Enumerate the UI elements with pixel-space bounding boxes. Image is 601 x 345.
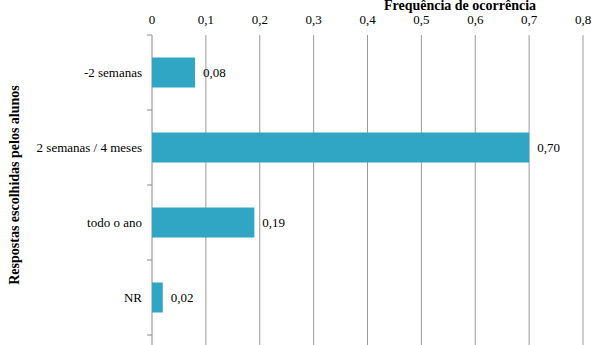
category-tick	[147, 110, 152, 111]
axis-title: Respostas escolhidas pelos alunos	[7, 85, 22, 285]
category-label: 2 semanas / 4 meses	[37, 140, 142, 155]
tick-label: 0,1	[198, 12, 214, 27]
category-label: todo o ano	[87, 215, 142, 230]
tick-label: 0	[149, 12, 156, 27]
tick-label: 0,5	[413, 12, 429, 27]
grid-line	[259, 35, 260, 345]
title: Frequência de ocorrência	[384, 0, 536, 13]
category-tick	[147, 185, 152, 186]
bar	[152, 208, 254, 238]
grid-line	[367, 35, 368, 345]
tick-label: 0,7	[521, 12, 538, 27]
category-tick	[147, 35, 152, 36]
category-tick	[147, 335, 152, 336]
tick-label: 0,2	[252, 12, 268, 27]
bar	[152, 133, 529, 163]
grid-line	[313, 35, 314, 345]
tick-label: 0,3	[306, 12, 322, 27]
category-tick	[147, 260, 152, 261]
category-label: -2 semanas	[84, 65, 142, 80]
tick-label: 0,4	[359, 12, 376, 27]
grid-line	[421, 35, 422, 345]
grid-line	[583, 35, 584, 345]
data-label: 0,70	[537, 140, 560, 155]
tick-label: 0,8	[575, 12, 591, 27]
bars	[152, 58, 529, 313]
grid-line	[475, 35, 476, 345]
grid-line	[205, 35, 206, 345]
bar	[152, 58, 195, 88]
bar	[152, 283, 163, 313]
chart: 0 0,1 0,2 0,3 0,4 0,5 0,6 0,7 0,8 Frequência de o…	[0, 0, 601, 345]
grid-line	[529, 35, 530, 345]
data-label: 0,08	[203, 65, 226, 80]
category-label: NR	[124, 290, 142, 305]
tick-label: 0,6	[467, 12, 484, 27]
data-label: 0,02	[171, 290, 194, 305]
data-label: 0,19	[262, 215, 285, 230]
